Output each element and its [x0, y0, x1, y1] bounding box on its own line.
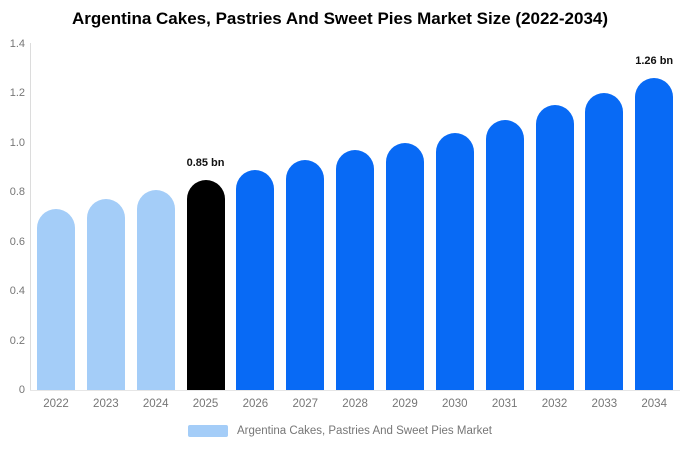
y-tick-label: 0.2 [9, 334, 25, 347]
legend-swatch [187, 425, 228, 437]
data-label-2025: 0.85 bn [186, 156, 225, 169]
y-tick-label: 1.4 [9, 37, 25, 50]
x-tick-label: 2024 [142, 398, 169, 410]
x-tick-label: 2022 [43, 398, 69, 410]
legend-label: Argentina Cakes, Pastries And Sweet Pies… [236, 425, 493, 437]
x-tick-label: 2029 [392, 398, 418, 410]
chart-title: Argentina Cakes, Pastries And Sweet Pies… [71, 9, 609, 28]
x-tick-label: 2028 [342, 398, 368, 410]
y-tick-label: 0.8 [9, 186, 25, 198]
y-axis-line [30, 43, 31, 390]
bar-2032 [535, 105, 574, 390]
y-tick-label: 1.2 [9, 87, 25, 99]
legend-item[interactable]: Argentina Cakes, Pastries And Sweet Pies… [0, 425, 680, 437]
y-tick-label: 0.6 [9, 235, 25, 248]
y-tick-label: 0.4 [9, 285, 25, 297]
x-tick-label: 2031 [491, 398, 518, 410]
bar-2024 [136, 189, 175, 390]
bar-2030 [435, 132, 474, 390]
bar-2028 [336, 149, 375, 390]
bar-2026 [236, 169, 275, 390]
x-tick-label: 2032 [541, 398, 568, 410]
bar-2033 [585, 93, 624, 390]
y-tick-label: 0 [18, 384, 25, 396]
data-label-2034: 1.26 bn [635, 55, 674, 68]
bar-2023 [86, 199, 125, 390]
x-tick-label: 2033 [591, 398, 618, 410]
bar-2027 [286, 159, 325, 390]
y-tick-label: 1.0 [9, 136, 25, 149]
x-tick-label: 2023 [93, 398, 119, 410]
x-axis-line [30, 390, 680, 391]
bar-2031 [485, 120, 524, 390]
x-tick-label: 2030 [442, 398, 468, 410]
bar-2034 [635, 78, 674, 390]
bar-2025 [186, 179, 225, 390]
x-tick-label: 2026 [242, 398, 269, 410]
bar-2029 [385, 142, 424, 390]
bar-2022 [37, 209, 75, 390]
x-tick-label: 2027 [292, 398, 319, 410]
x-tick-label: 2025 [192, 398, 219, 410]
x-tick-label: 2034 [641, 398, 667, 410]
